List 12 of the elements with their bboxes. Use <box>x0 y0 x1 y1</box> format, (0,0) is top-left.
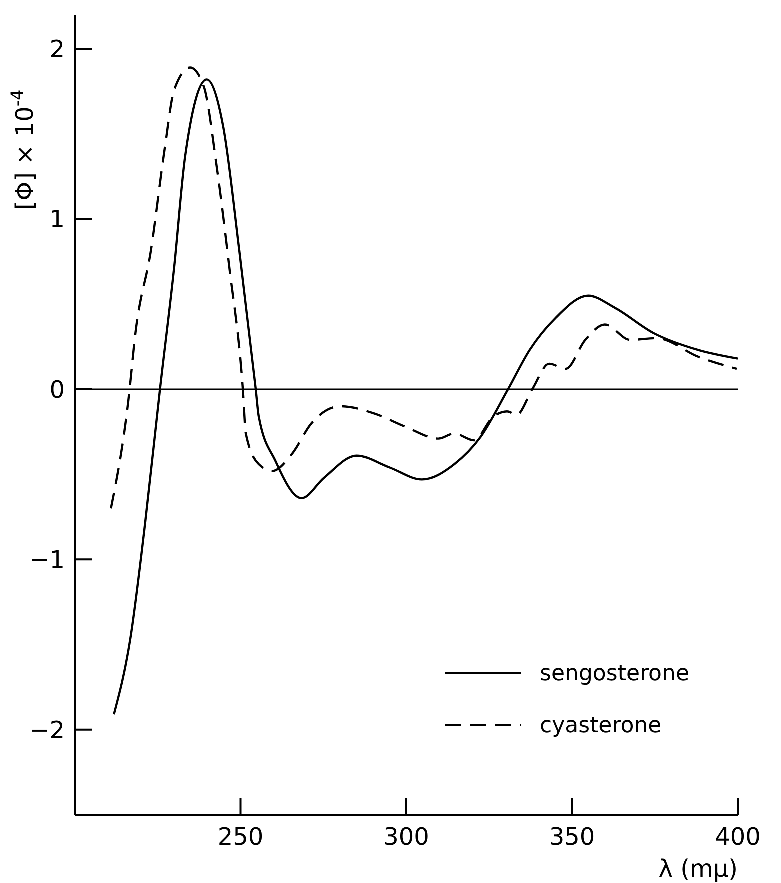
x-tick-label: 350 <box>549 823 596 851</box>
x-tick-label: 250 <box>218 823 264 851</box>
x-axis-title: λ (mμ) <box>658 855 738 883</box>
x-tick-label: 300 <box>384 823 430 851</box>
y-tick-label: 2 <box>50 35 65 64</box>
y-tick-label: −2 <box>30 716 65 744</box>
x-tick-label: 400 <box>715 823 761 851</box>
y-tick-label: 1 <box>50 206 65 234</box>
legend-label: sengosterone <box>540 662 690 687</box>
legend-label: cyasterone <box>540 714 662 739</box>
y-tick-label: −1 <box>30 546 65 574</box>
y-tick-label: 0 <box>50 376 65 404</box>
